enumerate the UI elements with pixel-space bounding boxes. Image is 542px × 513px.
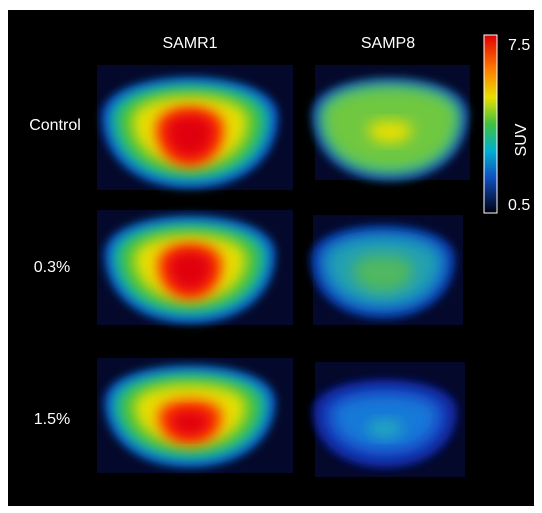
colorbar-min: 0.5 [508,197,530,214]
row-label: 1.5% [34,411,70,428]
colorbar-label: SUV [513,123,530,156]
column-label: SAMP8 [361,35,415,52]
row-label: 0.3% [34,259,70,276]
page: SAMR1 SAMP8 Control 0.3% 1.5% 7.5 0.5 SU… [0,0,542,513]
column-label: SAMR1 [162,35,217,52]
row-label: Control [29,117,81,134]
colorbar-max: 7.5 [508,37,530,54]
colorbar [484,35,497,213]
pet-images [97,65,470,477]
figure: SAMR1 SAMP8 Control 0.3% 1.5% 7.5 0.5 SU… [0,0,542,513]
